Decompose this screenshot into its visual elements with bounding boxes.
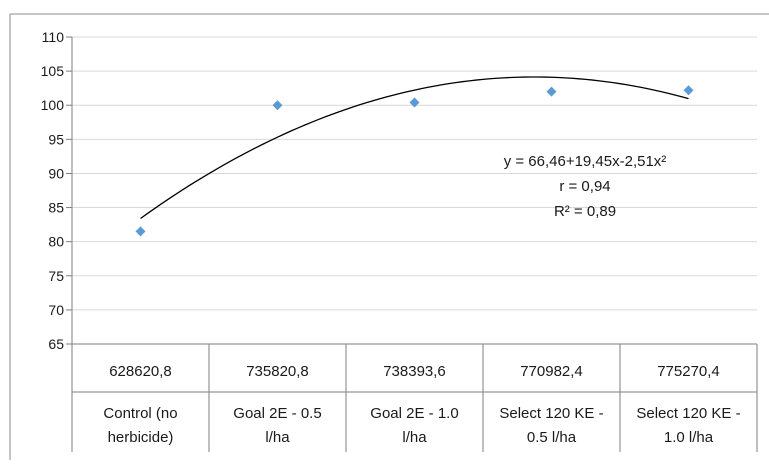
equation-label: y = 66,46+19,45x-2,51x² xyxy=(504,153,667,170)
category-value-label: 628620,8 xyxy=(109,363,172,380)
trendline-curve xyxy=(140,76,689,219)
r-label: r = 0,94 xyxy=(559,178,610,195)
category-name-label: 1.0 l/ha xyxy=(664,429,714,446)
category-name-label: Goal 2E - 1.0 xyxy=(370,405,458,422)
y-tick-label-85: 85 xyxy=(48,200,64,216)
data-point-4 xyxy=(683,85,694,96)
category-name-label: l/ha xyxy=(265,429,290,446)
grid-lines xyxy=(72,36,757,311)
y-tick-label-95: 95 xyxy=(48,131,64,147)
category-value-label: 735820,8 xyxy=(246,363,309,380)
y-tick-label-105: 105 xyxy=(41,63,65,79)
data-point-1 xyxy=(272,100,283,111)
category-value-label: 775270,4 xyxy=(657,363,720,380)
category-value-label: 738393,6 xyxy=(383,363,446,380)
y-tick-label-90: 90 xyxy=(48,165,64,181)
trendline xyxy=(140,76,689,219)
category-name-label: herbicide) xyxy=(108,429,174,446)
category-name-label: Goal 2E - 0.5 xyxy=(233,405,321,422)
trendline-annotations: y = 66,46+19,45x-2,51x² r = 0,94 R² = 0,… xyxy=(504,153,667,220)
category-name-label: l/ha xyxy=(402,429,427,446)
y-tick-labels: 65 70 75 80 85 90 95 100 105 110 xyxy=(41,29,65,352)
axes xyxy=(9,13,769,460)
category-name-label: Control (no xyxy=(103,405,177,422)
category-name-label: Select 120 KE - xyxy=(636,405,740,422)
r-squared-label: R² = 0,89 xyxy=(554,203,616,220)
data-points xyxy=(135,85,694,237)
category-name-label: 0.5 l/ha xyxy=(527,429,577,446)
y-tick-label-65: 65 xyxy=(48,336,64,352)
y-tick-label-75: 75 xyxy=(48,268,64,284)
category-table: 628620,8 Control (no herbicide) 735820,8 Goa… xyxy=(71,344,758,452)
category-name-label: Select 120 KE - xyxy=(499,405,603,422)
data-point-3 xyxy=(546,86,557,97)
data-point-2 xyxy=(409,97,420,108)
y-tick-label-100: 100 xyxy=(41,97,65,113)
data-point-0 xyxy=(135,226,146,237)
category-value-label: 770982,4 xyxy=(520,363,583,380)
y-tick-label-110: 110 xyxy=(42,29,65,45)
y-tick-label-80: 80 xyxy=(48,234,64,250)
y-tick-label-70: 70 xyxy=(48,302,64,318)
